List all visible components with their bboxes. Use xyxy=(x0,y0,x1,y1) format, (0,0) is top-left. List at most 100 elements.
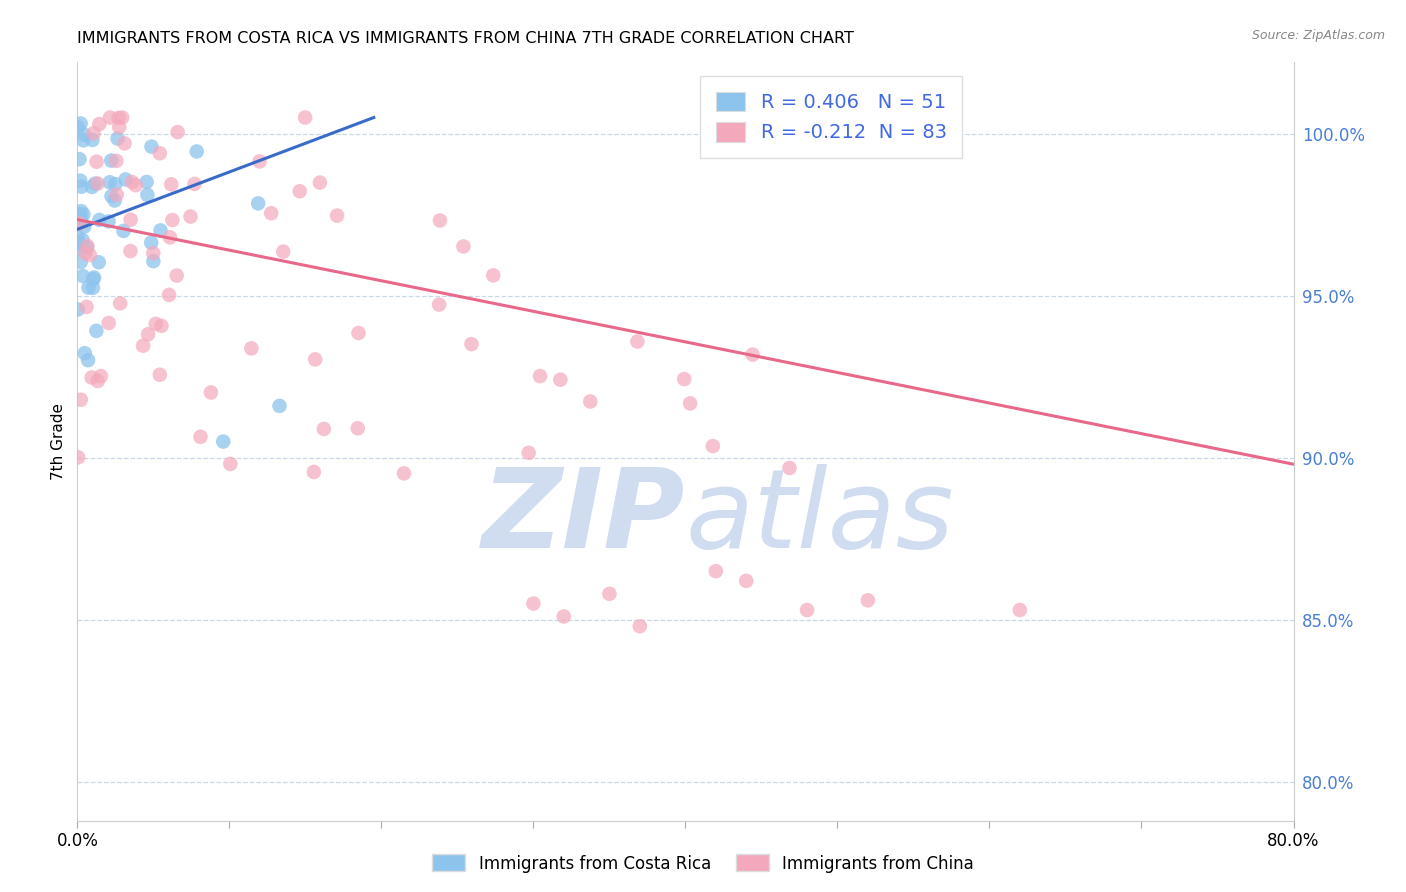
Point xyxy=(77,353,100,368)
Point xyxy=(98,175,121,189)
Point xyxy=(105,187,128,202)
Point xyxy=(517,446,540,460)
Text: IMMIGRANTS FROM COSTA RICA VS IMMIGRANTS FROM CHINA 7TH GRADE CORRELATION CHART: IMMIGRANTS FROM COSTA RICA VS IMMIGRANTS… xyxy=(77,31,855,46)
Point xyxy=(82,272,104,286)
Point xyxy=(82,281,104,295)
Point xyxy=(157,288,180,302)
Point xyxy=(183,177,205,191)
Point xyxy=(145,317,167,331)
Point xyxy=(90,369,112,384)
Point xyxy=(86,154,108,169)
Point xyxy=(121,175,143,189)
Point xyxy=(67,207,90,221)
Point xyxy=(212,434,235,449)
Y-axis label: 7th Grade: 7th Grade xyxy=(51,403,66,480)
Point xyxy=(111,111,134,125)
Point xyxy=(240,342,263,356)
Point xyxy=(779,461,801,475)
Point xyxy=(271,244,294,259)
Point xyxy=(83,270,105,285)
Point xyxy=(76,300,98,314)
Point xyxy=(97,214,120,228)
Point xyxy=(75,246,97,260)
Point xyxy=(309,176,332,190)
Point xyxy=(97,316,120,330)
Point xyxy=(166,125,188,139)
Point xyxy=(86,324,108,338)
Point xyxy=(704,564,727,578)
Point xyxy=(149,223,172,237)
Point xyxy=(346,421,368,435)
Point xyxy=(598,587,620,601)
Point xyxy=(76,239,98,253)
Legend: R = 0.406   N = 51, R = -0.212  N = 83: R = 0.406 N = 51, R = -0.212 N = 83 xyxy=(700,76,962,158)
Point xyxy=(72,268,94,283)
Point xyxy=(89,117,111,131)
Point xyxy=(162,213,184,227)
Point xyxy=(73,219,96,234)
Point xyxy=(136,187,159,202)
Point xyxy=(159,230,181,244)
Point xyxy=(249,154,271,169)
Point xyxy=(326,209,349,223)
Point xyxy=(69,392,91,407)
Point xyxy=(87,255,110,269)
Point xyxy=(86,177,108,191)
Point xyxy=(77,280,100,294)
Point xyxy=(114,136,136,151)
Point xyxy=(741,347,763,361)
Point xyxy=(628,619,651,633)
Text: ZIP: ZIP xyxy=(482,464,686,571)
Point xyxy=(67,450,90,465)
Point xyxy=(166,268,188,283)
Point xyxy=(66,242,89,256)
Point xyxy=(69,116,91,130)
Point xyxy=(132,339,155,353)
Point xyxy=(70,179,93,194)
Point xyxy=(107,131,129,145)
Point xyxy=(302,465,325,479)
Point xyxy=(100,189,122,203)
Point xyxy=(135,175,157,189)
Point xyxy=(180,210,202,224)
Point xyxy=(149,368,172,382)
Point xyxy=(100,153,122,168)
Point xyxy=(66,229,89,244)
Point xyxy=(190,430,212,444)
Point xyxy=(83,127,105,141)
Point xyxy=(288,184,311,198)
Point xyxy=(70,211,93,226)
Point xyxy=(186,145,208,159)
Point xyxy=(460,337,482,351)
Point xyxy=(72,133,94,147)
Point xyxy=(673,372,696,386)
Point xyxy=(72,207,94,221)
Point xyxy=(120,244,142,258)
Point xyxy=(1008,603,1031,617)
Point xyxy=(529,369,551,384)
Point xyxy=(553,609,575,624)
Point xyxy=(73,346,96,360)
Point xyxy=(312,422,335,436)
Point xyxy=(260,206,283,220)
Point xyxy=(67,236,90,251)
Point xyxy=(84,177,107,191)
Point xyxy=(70,204,93,219)
Point xyxy=(108,296,131,310)
Point xyxy=(141,235,163,250)
Point xyxy=(453,239,475,253)
Point xyxy=(294,111,316,125)
Point xyxy=(149,146,172,161)
Point xyxy=(796,603,818,617)
Point xyxy=(67,217,90,231)
Point xyxy=(392,467,415,481)
Point xyxy=(142,254,165,268)
Point xyxy=(76,240,98,254)
Point xyxy=(66,120,89,135)
Point xyxy=(427,297,450,311)
Point xyxy=(219,457,242,471)
Point xyxy=(104,178,127,192)
Point xyxy=(141,139,163,153)
Point xyxy=(429,213,451,227)
Point xyxy=(69,255,91,269)
